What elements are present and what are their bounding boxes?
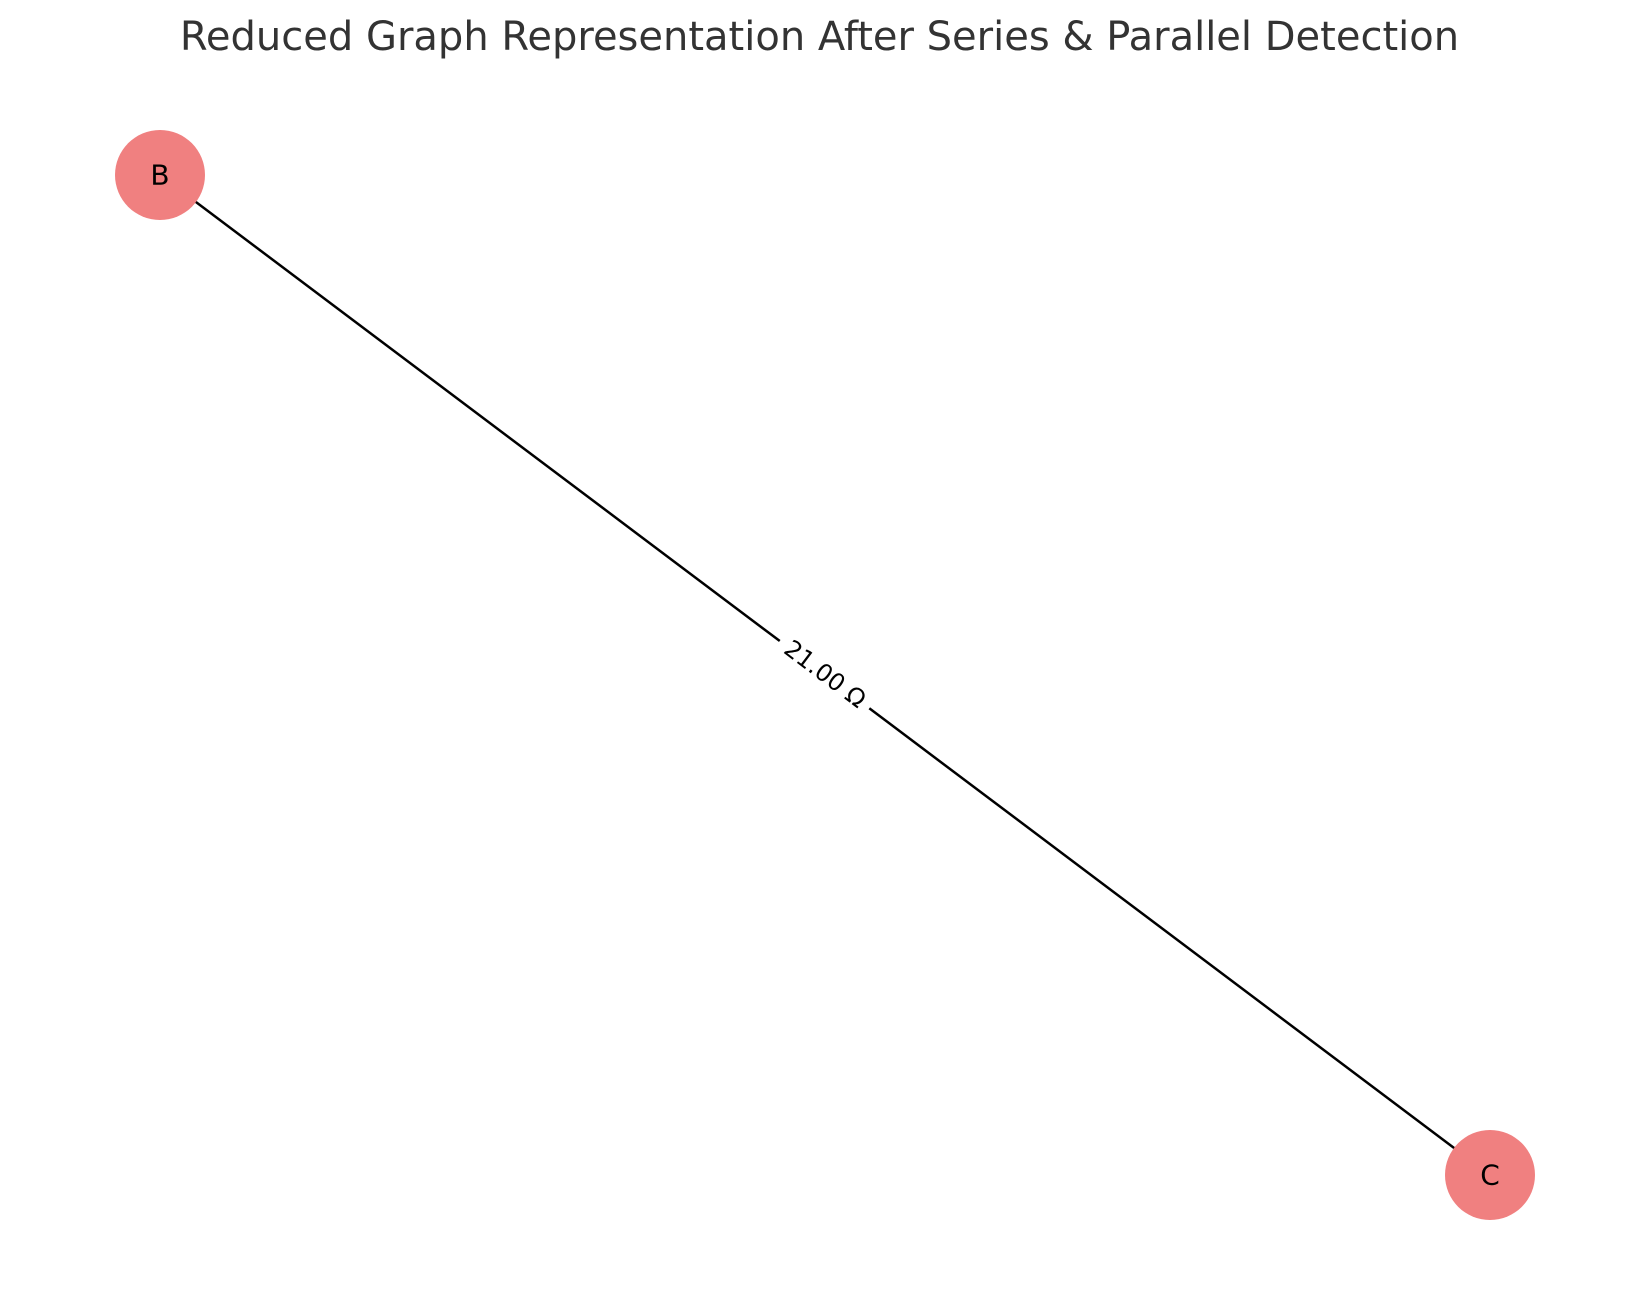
node-b-circle [115,130,205,220]
node-c-label: C [1480,1159,1500,1192]
node-c-circle [1445,1130,1535,1220]
diagram-title: Reduced Graph Representation After Serie… [179,14,1460,60]
node-c: C [1445,1130,1535,1220]
edge-label: 21.00 Ω [779,634,872,713]
edge-label-background [770,626,880,722]
node-b: B [115,130,205,220]
node-b-label: B [150,159,169,192]
edge-label-group: 21.00 Ω [770,626,880,722]
